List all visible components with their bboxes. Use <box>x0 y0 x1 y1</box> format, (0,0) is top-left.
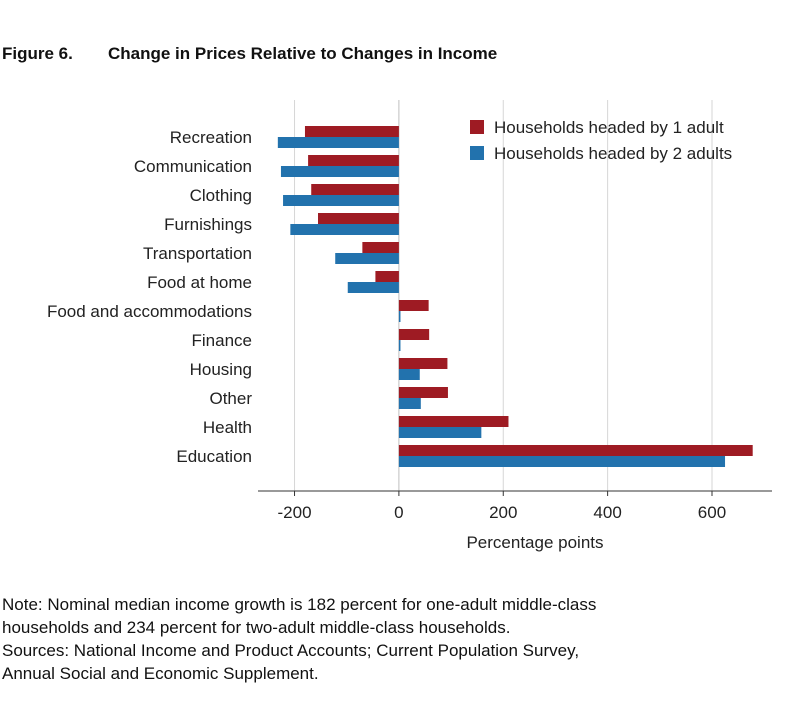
bar-2-adults <box>335 253 399 264</box>
category-label: Transportation <box>143 244 252 263</box>
bar-1-adult <box>362 242 399 253</box>
figure-title-text: Change in Prices Relative to Changes in … <box>108 44 498 63</box>
bar-1-adult <box>318 213 399 224</box>
x-tick-label: 0 <box>394 503 403 522</box>
category-label: Housing <box>190 360 252 379</box>
bar-1-adult <box>398 300 429 311</box>
category-label: Furnishings <box>164 215 252 234</box>
bar-1-adult <box>308 155 399 166</box>
note-line: Sources: National Income and Product Acc… <box>2 641 580 660</box>
bar-2-adults <box>398 398 421 409</box>
legend-label: Households headed by 1 adult <box>494 118 724 137</box>
bar-1-adult <box>311 184 399 195</box>
bar-1-adult <box>398 358 448 369</box>
category-label: Education <box>176 447 252 466</box>
figure-number: Figure 6. <box>2 44 73 63</box>
x-tick-label: 600 <box>698 503 726 522</box>
note-line: Annual Social and Economic Supplement. <box>2 664 319 683</box>
x-tick-label: -200 <box>278 503 312 522</box>
category-label: Other <box>209 389 252 408</box>
x-tick-label: 200 <box>489 503 517 522</box>
bar-2-adults <box>398 456 726 467</box>
bar-chart: Recreation Communication Clothing Furnishin… <box>47 100 772 552</box>
bar-2-adults <box>280 166 399 177</box>
bar-1-adult <box>398 445 753 456</box>
category-label: Communication <box>134 157 252 176</box>
bar-2-adults <box>398 311 401 322</box>
bar-2-adults <box>347 282 399 293</box>
legend-swatch <box>470 120 484 134</box>
bar-2-adults <box>398 340 401 351</box>
bar-2-adults <box>277 137 399 148</box>
legend-label: Households headed by 2 adults <box>494 144 732 163</box>
category-label: Health <box>203 418 252 437</box>
bar-2-adults <box>398 369 420 380</box>
note-line: households and 234 percent for two-adult… <box>2 618 511 637</box>
bar-1-adult <box>398 416 509 427</box>
figure-title: Figure 6. Change in Prices Relative to Ch… <box>2 44 497 64</box>
bar-1-adult <box>398 329 430 340</box>
bar-1-adult <box>398 387 448 398</box>
x-axis-label: Percentage points <box>466 533 603 552</box>
note-line: Note: Nominal median income growth is 18… <box>2 595 597 614</box>
bar-2-adults <box>283 195 399 206</box>
category-label: Food at home <box>147 273 252 292</box>
category-label: Clothing <box>190 186 252 205</box>
legend-swatch <box>470 146 484 160</box>
bar-1-adult <box>304 126 399 137</box>
category-label: Recreation <box>170 128 252 147</box>
figure-notes: Note: Nominal median income growth is 18… <box>2 593 792 685</box>
bar-2-adults <box>398 427 482 438</box>
x-tick-label: 400 <box>593 503 621 522</box>
bar-2-adults <box>290 224 399 235</box>
bar-1-adult <box>375 271 399 282</box>
category-label: Food and accommodations <box>47 302 252 321</box>
category-label: Finance <box>192 331 252 350</box>
